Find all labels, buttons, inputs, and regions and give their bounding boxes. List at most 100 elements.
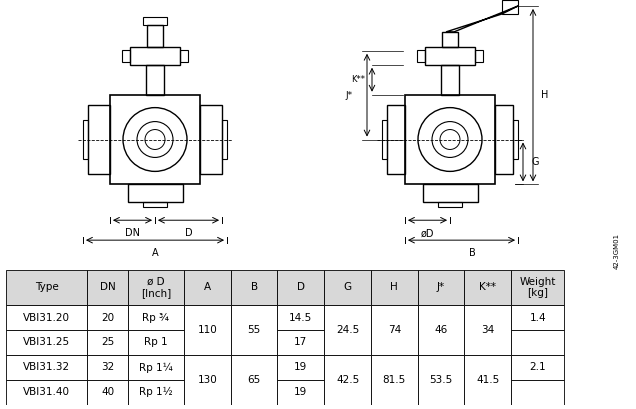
Bar	[442, 32, 458, 47]
Bar	[371, 355, 418, 405]
Text: 25: 25	[101, 337, 114, 348]
Text: Type: Type	[35, 283, 59, 292]
Bar	[422, 184, 478, 202]
Bar	[418, 305, 464, 355]
Text: DN: DN	[100, 283, 116, 292]
Text: 20: 20	[101, 312, 114, 323]
Bar	[143, 17, 167, 25]
Text: D: D	[184, 228, 192, 238]
Bar	[418, 270, 464, 305]
Bar	[87, 330, 128, 355]
Bar	[464, 305, 511, 355]
Text: 1.4: 1.4	[529, 312, 546, 323]
Bar	[387, 105, 405, 174]
Text: Weight
[kg]: Weight [kg]	[520, 276, 556, 298]
Bar	[502, 0, 518, 14]
Bar	[88, 105, 110, 174]
Text: 40: 40	[101, 387, 114, 398]
Bar	[324, 355, 371, 405]
Bar	[231, 270, 277, 305]
Text: 2.1: 2.1	[529, 362, 546, 373]
Bar	[441, 65, 459, 94]
Bar	[87, 380, 128, 405]
Text: Rp 1¼: Rp 1¼	[139, 362, 173, 373]
Bar	[277, 305, 324, 330]
Text: 53.5: 53.5	[429, 375, 453, 385]
Text: 34: 34	[481, 325, 494, 335]
Bar	[87, 355, 128, 380]
Bar	[417, 50, 425, 62]
Bar	[184, 305, 231, 355]
Text: 24.5: 24.5	[336, 325, 359, 335]
Text: Rp ¾: Rp ¾	[142, 312, 169, 323]
Bar	[128, 380, 184, 405]
Bar	[405, 94, 495, 184]
Text: 17: 17	[294, 337, 307, 348]
Bar	[231, 355, 277, 405]
Text: 19: 19	[294, 362, 307, 373]
Bar	[425, 47, 475, 65]
Bar	[277, 380, 324, 405]
Bar	[371, 270, 418, 305]
Bar	[277, 355, 324, 380]
Text: 14.5: 14.5	[289, 312, 312, 323]
Text: D: D	[297, 283, 305, 292]
Bar	[128, 355, 184, 380]
Bar	[371, 305, 418, 355]
Bar	[324, 305, 371, 355]
Text: K**: K**	[351, 75, 365, 84]
Text: K**: K**	[480, 283, 496, 292]
Bar	[231, 305, 277, 355]
Text: 32: 32	[101, 362, 114, 373]
Bar	[200, 105, 222, 174]
Text: B: B	[469, 248, 476, 258]
Text: A: A	[152, 248, 158, 258]
Bar	[6, 355, 87, 380]
Bar	[511, 270, 564, 305]
Text: 81.5: 81.5	[383, 375, 406, 385]
Bar	[6, 380, 87, 405]
Bar	[146, 65, 164, 94]
Bar	[143, 202, 167, 207]
Bar	[513, 119, 518, 160]
Text: DN: DN	[125, 228, 140, 238]
Text: VBI31.40: VBI31.40	[24, 387, 71, 398]
Text: 65: 65	[247, 375, 261, 385]
Bar	[418, 355, 464, 405]
Bar	[222, 119, 227, 160]
Text: H: H	[391, 283, 398, 292]
Bar	[87, 270, 128, 305]
Bar	[382, 119, 387, 160]
Bar	[6, 330, 87, 355]
Bar	[277, 270, 324, 305]
Bar	[495, 105, 513, 174]
Text: Rp 1: Rp 1	[144, 337, 168, 348]
Text: 19: 19	[294, 387, 307, 398]
Bar	[511, 355, 564, 380]
Bar	[511, 380, 564, 405]
Text: VBI31.20: VBI31.20	[24, 312, 71, 323]
Text: A: A	[204, 283, 211, 292]
Text: Rp 1½: Rp 1½	[139, 387, 173, 398]
Bar	[147, 25, 163, 47]
Bar	[128, 270, 184, 305]
Bar	[511, 305, 564, 330]
Text: 55: 55	[247, 325, 261, 335]
Bar	[184, 355, 231, 405]
Bar	[6, 305, 87, 330]
Text: J*: J*	[346, 91, 353, 100]
Text: 110: 110	[198, 325, 218, 335]
Bar	[464, 270, 511, 305]
Text: 46: 46	[434, 325, 448, 335]
Text: 130: 130	[198, 375, 218, 385]
Bar	[184, 270, 231, 305]
Text: VBI31.32: VBI31.32	[24, 362, 71, 373]
Text: 41.5: 41.5	[476, 375, 499, 385]
Bar	[6, 270, 87, 305]
Text: B: B	[251, 283, 258, 292]
Text: 42.5: 42.5	[336, 375, 359, 385]
Text: J*: J*	[437, 283, 445, 292]
Bar	[511, 330, 564, 355]
Bar	[128, 330, 184, 355]
Text: G: G	[531, 157, 539, 167]
